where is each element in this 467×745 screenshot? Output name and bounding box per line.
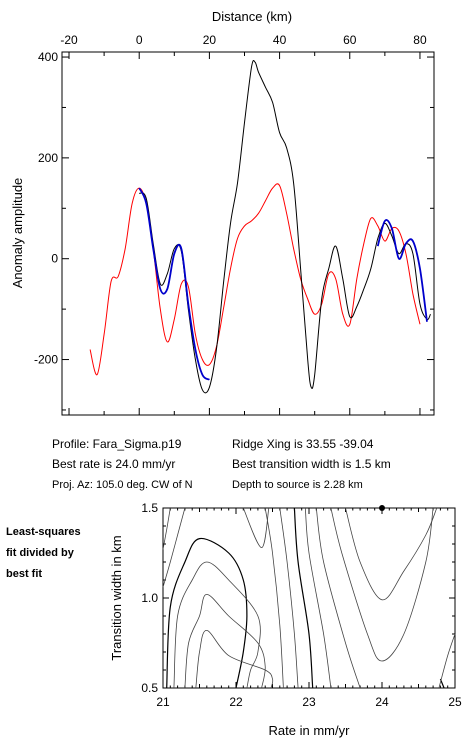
profile-y-tick-label: 400	[38, 50, 58, 64]
observed-series-line	[138, 59, 431, 394]
ridge-crossing-text: Ridge Xing is 33.55 -39.04	[232, 437, 374, 451]
best-fit-point	[379, 505, 385, 511]
contour-caption-line-1: Least-squares	[6, 526, 81, 538]
best-rate-text: Best rate is 24.0 mm/yr	[52, 457, 176, 471]
profile-x-tick-label: 80	[413, 33, 427, 47]
fit-series-line-2	[376, 219, 428, 322]
contour-line	[315, 507, 361, 689]
model-series-line	[89, 183, 421, 376]
profile-x-axis-title: Distance (km)	[212, 9, 292, 24]
contour-line	[162, 507, 171, 550]
contour-line	[293, 507, 314, 689]
profile-x-tick-label: 40	[273, 33, 287, 47]
profile-y-tick-label: 0	[51, 252, 58, 266]
profile-plot-frame	[61, 51, 435, 416]
contour-x-tick-label: 22	[229, 695, 243, 709]
contour-line	[345, 507, 438, 601]
profile-y-tick-label: 200	[38, 151, 58, 165]
contour-plot-frame	[162, 507, 456, 689]
contour-x-tick-label: 25	[448, 695, 462, 709]
source-depth-text: Depth to source is 2.28 km	[232, 479, 363, 491]
contour-line	[184, 593, 266, 689]
profile-y-axis-title: Anomaly amplitude	[10, 178, 25, 289]
contour-line	[195, 630, 274, 689]
contour-y-tick-label: 1.5	[141, 501, 158, 515]
contour-line	[264, 507, 284, 689]
contour-x-tick-label: 21	[156, 695, 170, 709]
contour-y-tick-label: 0.5	[141, 681, 158, 695]
contour-line	[304, 507, 332, 689]
contour-line	[438, 633, 456, 689]
projection-azimuth-text: Proj. Az: 105.0 deg. CW of N	[52, 479, 193, 491]
misfit-contour-chart: 21 22 23 24 25 0.5 1.0 1.5 Rate in mm/yr Trans…	[109, 501, 462, 738]
contour-line	[330, 507, 434, 662]
contour-y-axis-title: Transition width in km	[109, 535, 124, 660]
profile-name-text: Profile: Fara_Sigma.p19	[52, 437, 182, 451]
contour-caption-line-3: best fit	[6, 568, 43, 580]
fit-series-line-1	[138, 187, 210, 381]
contour-y-tick-label: 1.0	[141, 591, 158, 605]
profile-x-tick-label: 60	[343, 33, 357, 47]
contour-caption: Least-squares fit divided by best fit	[6, 522, 106, 585]
profile-x-tick-label: -20	[60, 33, 78, 47]
contour-line	[279, 507, 299, 689]
contour-x-axis-title: Rate in mm/yr	[269, 723, 351, 738]
contour-line	[173, 561, 261, 689]
contour-line	[162, 507, 186, 588]
contour-caption-line-2: fit divided by	[6, 547, 74, 559]
contour-x-tick-label: 24	[375, 695, 389, 709]
profile-x-tick-label: 20	[203, 33, 217, 47]
contour-x-tick-label: 23	[302, 695, 316, 709]
contour-line	[242, 507, 270, 549]
profile-y-tick-label: -200	[34, 353, 58, 367]
contour-line	[439, 678, 445, 689]
contour-line	[166, 537, 248, 689]
profile-x-tick-label: 0	[136, 33, 143, 47]
transition-width-text: Best transition width is 1.5 km	[232, 457, 391, 471]
